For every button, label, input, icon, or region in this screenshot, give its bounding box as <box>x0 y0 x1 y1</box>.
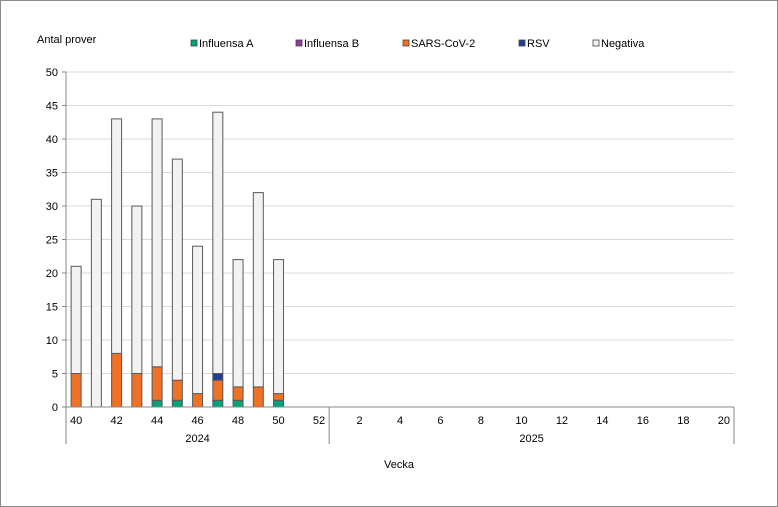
legend-swatch <box>402 39 410 47</box>
x-tick-label: 50 <box>272 415 284 427</box>
bar-sars-cov-2-week-49 <box>252 386 264 408</box>
bar-sars-cov-2-week-42 <box>111 352 123 408</box>
legend-swatch <box>518 39 526 47</box>
y-tick-label: 45 <box>46 101 58 113</box>
y-tick-label: 30 <box>46 201 58 213</box>
x-tick-label: 4 <box>397 415 403 427</box>
x-tick-label: 8 <box>478 415 484 427</box>
x-tick-label: 48 <box>232 415 244 427</box>
y-tick-label: 15 <box>46 302 58 314</box>
x-tick-label: 18 <box>677 415 689 427</box>
bar-influensa-a-week-45 <box>171 399 183 408</box>
y-tick-label: 35 <box>46 168 58 180</box>
legend: Influensa A Influensa B SARS-CoV-2 RSV Negat… <box>190 38 645 50</box>
legend-label: Influensa B <box>304 38 359 50</box>
bar-negativa-week-50 <box>273 259 285 395</box>
x-tick-label: 46 <box>191 415 203 427</box>
bar-sars-cov-2-week-46 <box>192 393 204 408</box>
bar-negativa-week-42 <box>111 118 123 354</box>
y-tick-label: 20 <box>46 268 58 280</box>
bar-negativa-week-49 <box>252 192 264 388</box>
bar-sars-cov-2-week-44 <box>151 366 163 401</box>
year-label-2025: 2025 <box>519 433 543 445</box>
bar-sars-cov-2-week-45 <box>171 379 183 401</box>
bar-influensa-a-week-44 <box>151 399 163 408</box>
y-tick-label: 0 <box>52 402 58 414</box>
x-tick-label: 44 <box>151 415 163 427</box>
bar-negativa-week-47 <box>212 111 224 374</box>
bar-negativa-week-48 <box>232 259 244 388</box>
x-tick-label: 16 <box>637 415 649 427</box>
bar-sars-cov-2-week-40 <box>70 373 82 408</box>
legend-label: Negativa <box>601 38 645 50</box>
x-tick-label: 40 <box>70 415 82 427</box>
y-tick-label: 25 <box>46 235 58 247</box>
bar-sars-cov-2-week-48 <box>232 386 244 401</box>
legend-swatch <box>592 39 600 47</box>
bar-influensa-a-week-47 <box>212 399 224 408</box>
bar-influensa-a-week-48 <box>232 399 244 408</box>
bar-negativa-week-45 <box>171 158 183 381</box>
bar-negativa-week-41 <box>90 198 102 408</box>
gridlines <box>66 71 734 374</box>
x-tick-label: 6 <box>437 415 443 427</box>
bar-sars-cov-2-week-47 <box>212 379 224 401</box>
legend-swatch <box>295 39 303 47</box>
x-tick-label: 2 <box>356 415 362 427</box>
bar-negativa-week-43 <box>131 205 143 374</box>
bar-sars-cov-2-week-43 <box>131 373 143 408</box>
x-tick-label: 42 <box>110 415 122 427</box>
x-tick-label: 52 <box>313 415 325 427</box>
legend-label: Influensa A <box>199 38 254 50</box>
bar-rsv-week-47 <box>212 373 224 381</box>
bar-sars-cov-2-week-50 <box>273 393 285 401</box>
x-tick-label: 14 <box>596 415 608 427</box>
legend-swatch <box>190 39 198 47</box>
x-tick-label: 20 <box>718 415 730 427</box>
year-label-2024: 2024 <box>185 433 209 445</box>
legend-label: SARS-CoV-2 <box>411 38 475 50</box>
bar-negativa-week-44 <box>151 118 163 368</box>
bar-negativa-week-46 <box>192 245 204 395</box>
x-tick-label: 12 <box>556 415 568 427</box>
bars <box>70 111 285 408</box>
y-tick-label: 50 <box>46 67 58 79</box>
y-axis-title: Antal prover <box>37 34 97 46</box>
y-tick-label: 5 <box>52 369 58 381</box>
y-tick-label: 40 <box>46 134 58 146</box>
y-tick-label: 10 <box>46 335 58 347</box>
x-axis-title: Vecka <box>384 459 415 471</box>
bar-negativa-week-40 <box>70 265 82 374</box>
legend-label: RSV <box>527 38 550 50</box>
x-tick-label: 10 <box>515 415 527 427</box>
bar-influensa-a-week-50 <box>273 399 285 408</box>
